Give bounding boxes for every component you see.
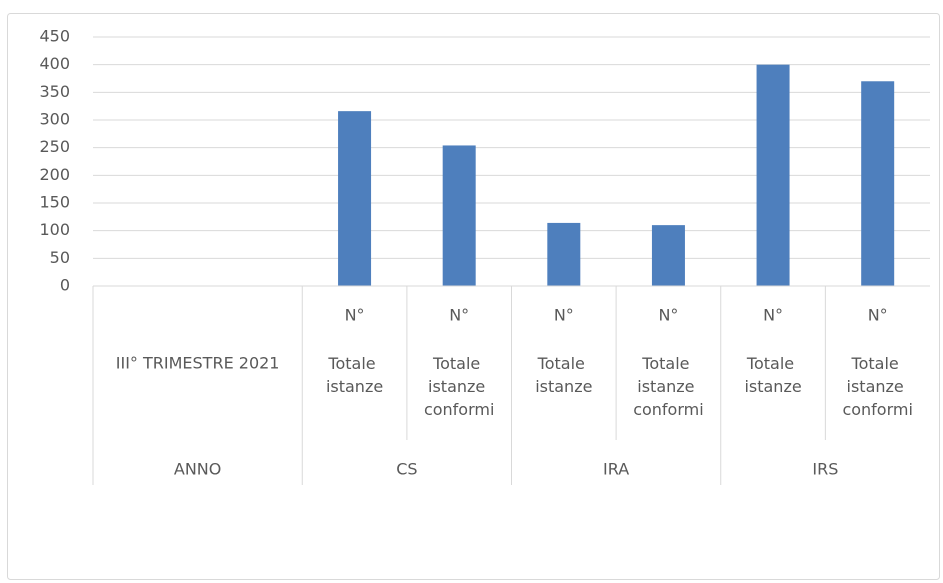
y-tick-label: 100 [39, 220, 70, 239]
unit-label: N° [554, 306, 574, 325]
unit-label: N° [449, 306, 469, 325]
x-tick-label: Totale istanze [744, 354, 801, 396]
y-tick-label: 50 [50, 248, 70, 267]
y-tick-label: 400 [39, 54, 70, 73]
bar [756, 64, 790, 287]
bar [338, 111, 372, 286]
x-tick-label: Totale istanze [535, 354, 592, 396]
bar [651, 225, 685, 286]
group-label: IRA [603, 460, 629, 479]
bar [547, 222, 581, 286]
unit-label: N° [345, 306, 365, 325]
group-label: ANNO [174, 460, 221, 479]
bar [442, 145, 476, 286]
y-tick-label: 0 [60, 276, 70, 295]
y-tick-label: 250 [39, 137, 70, 156]
group-label: IRS [812, 460, 838, 479]
y-tick-label: 300 [39, 110, 70, 129]
x-tick-label: Totale istanze conformi [633, 354, 703, 419]
y-tick-label: 150 [39, 193, 70, 212]
group-sub-label: III° TRIMESTRE 2021 [116, 354, 280, 373]
x-tick-label: Totale istanze conformi [842, 354, 912, 419]
bar [861, 81, 895, 287]
unit-label: N° [868, 306, 888, 325]
unit-label: N° [658, 306, 678, 325]
y-tick-label: 200 [39, 165, 70, 184]
y-tick-label: 350 [39, 82, 70, 101]
x-tick-label: Totale istanze conformi [424, 354, 494, 419]
y-tick-label: 450 [39, 27, 70, 46]
unit-label: N° [763, 306, 783, 325]
x-tick-label: Totale istanze [326, 354, 383, 396]
group-label: CS [396, 460, 417, 479]
chart-border [7, 13, 940, 580]
